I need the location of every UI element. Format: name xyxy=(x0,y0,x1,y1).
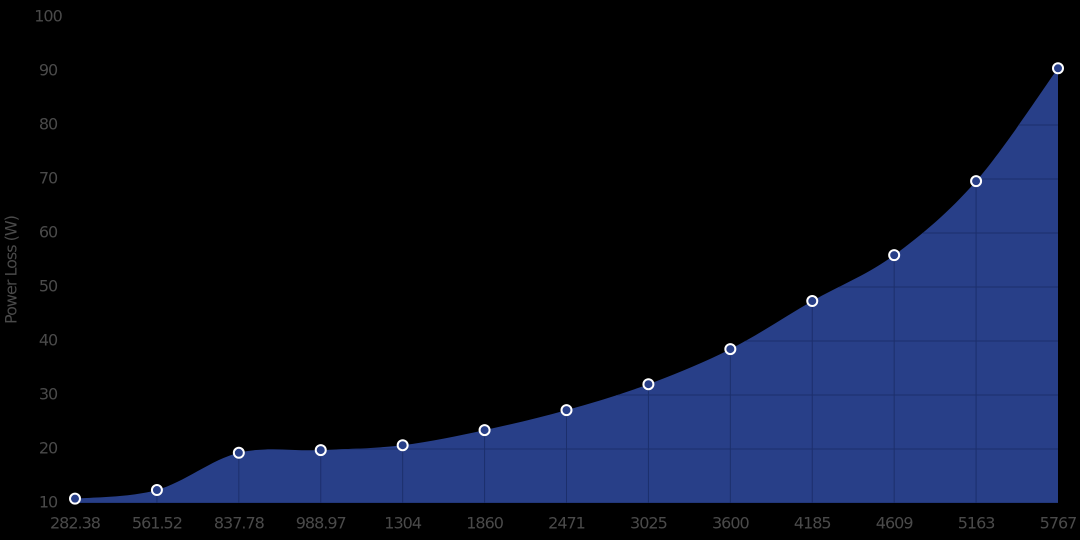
y-tick-label: 100 xyxy=(34,7,62,26)
y-tick-label: 40 xyxy=(39,331,58,350)
x-tick-label: 2471 xyxy=(548,514,585,533)
point xyxy=(806,295,819,308)
x-tick-label: 837.78 xyxy=(214,514,265,533)
x-tick-label: 561.52 xyxy=(132,514,182,533)
point xyxy=(1052,62,1064,75)
y-tick-label: 10 xyxy=(39,493,58,512)
point xyxy=(970,175,983,188)
point xyxy=(150,484,163,497)
point xyxy=(724,343,737,356)
x-tick-label: 4185 xyxy=(794,514,831,533)
y-tick-label: 90 xyxy=(39,61,58,80)
y-tick-label: 80 xyxy=(39,115,58,134)
y-tick-label: 70 xyxy=(39,169,58,188)
x-tick-label: 988.97 xyxy=(296,514,346,533)
point xyxy=(642,378,655,391)
y-tick-label: 60 xyxy=(39,223,58,242)
x-tick-label: 3600 xyxy=(712,514,750,533)
y-axis-label: Power Loss (W) xyxy=(2,216,21,324)
x-tick-label: 1304 xyxy=(384,514,422,533)
point xyxy=(560,404,573,417)
x-tick-label: 5767 xyxy=(1040,514,1077,533)
x-tick-label: 1860 xyxy=(466,514,504,533)
y-tick-label: 30 xyxy=(39,385,58,404)
point xyxy=(69,492,81,505)
point xyxy=(888,249,901,262)
x-tick-label: 5163 xyxy=(958,514,995,533)
point xyxy=(314,444,327,457)
point xyxy=(478,424,491,437)
x-tick-label: 3025 xyxy=(630,514,667,533)
point xyxy=(396,439,409,452)
x-tick-label: 4609 xyxy=(876,514,914,533)
y-tick-label: 50 xyxy=(39,277,58,296)
y-tick-label: 20 xyxy=(39,439,58,458)
x-tick-label: 282.38 xyxy=(50,514,101,533)
point xyxy=(232,446,245,459)
